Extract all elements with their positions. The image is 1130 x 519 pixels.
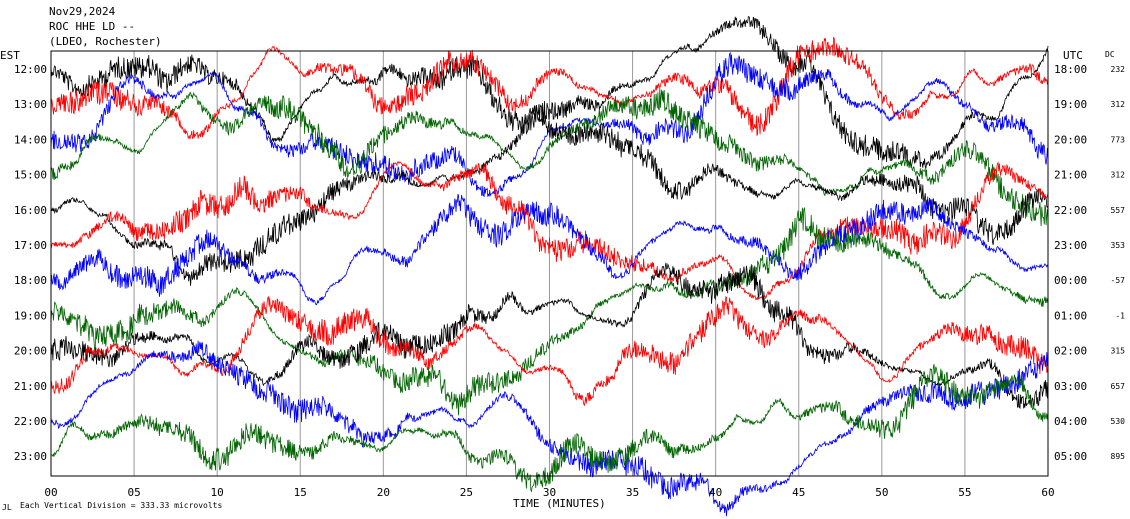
station-code: ROC HHE LD --: [49, 20, 136, 33]
est-hour-label: 19:00: [14, 309, 47, 322]
utc-hour-label: 00:00: [1054, 274, 1087, 287]
est-zone-label: EST: [0, 49, 20, 62]
trace-1700: [50, 160, 1049, 301]
x-tick-label: 00: [44, 486, 57, 499]
dc-offset-label: 312: [1111, 171, 1126, 180]
trace-2300: [50, 363, 1049, 492]
est-hour-label: 23:00: [14, 450, 47, 463]
est-hour-labels: 12:00 13:00 14:00 15:00 16:00 17:00 18:00 19:00…: [14, 63, 47, 463]
chart-date: Nov29,2024: [49, 5, 116, 18]
utc-hour-label: 01:00: [1054, 309, 1087, 322]
dc-offset-label: -1: [1115, 311, 1125, 320]
est-hour-label: 18:00: [14, 274, 47, 287]
dc-offset-labels: 232 312 773 312 557 353 -57 -1 315 657 530 895: [1111, 65, 1126, 461]
est-hour-label: 12:00: [14, 63, 47, 76]
dc-offset-label: 353: [1111, 241, 1126, 250]
est-hour-label: 14:00: [14, 133, 47, 146]
x-tick-label: 45: [792, 486, 805, 499]
dc-offset-label: 530: [1111, 417, 1126, 426]
utc-hour-label: 18:00: [1054, 63, 1087, 76]
x-tick-label: 15: [294, 486, 307, 499]
dc-offset-label: 312: [1111, 100, 1126, 109]
utc-hour-labels: 18:00 19:00 20:00 21:00 22:00 23:00 00:00 01:00…: [1054, 63, 1087, 463]
trace-1300: [50, 36, 1049, 140]
x-tick-label: 50: [875, 486, 888, 499]
est-hour-label: 16:00: [14, 204, 47, 217]
x-tick-label: 25: [460, 486, 473, 499]
est-hour-label: 22:00: [14, 415, 47, 428]
utc-hour-label: 23:00: [1054, 239, 1087, 252]
utc-hour-label: 22:00: [1054, 204, 1087, 217]
x-tick-label: 20: [377, 486, 390, 499]
utc-hour-label: 04:00: [1054, 415, 1087, 428]
est-hour-label: 15:00: [14, 169, 47, 182]
trace-1800: [50, 194, 1049, 306]
x-tick-label: 35: [626, 486, 639, 499]
utc-hour-label: 05:00: [1054, 450, 1087, 463]
trace-1900: [50, 207, 1049, 416]
est-hour-label: 21:00: [14, 380, 47, 393]
utc-hour-label: 03:00: [1054, 380, 1087, 393]
x-tick-label: 55: [958, 486, 971, 499]
est-hour-label: 13:00: [14, 98, 47, 111]
utc-hour-label: 20:00: [1054, 133, 1087, 146]
dc-column-header: DC: [1105, 50, 1115, 59]
trace-group: [50, 16, 1049, 517]
utc-hour-label: 02:00: [1054, 345, 1087, 358]
utc-zone-label: UTC: [1063, 49, 1083, 62]
trace-1500: [50, 88, 1049, 227]
x-axis-title: TIME (MINUTES): [513, 497, 606, 510]
est-hour-label: 17:00: [14, 239, 47, 252]
x-tick-label: 05: [127, 486, 140, 499]
dc-offset-label: 895: [1111, 452, 1126, 461]
x-tick-label: 60: [1041, 486, 1054, 499]
footer-mark: JL: [2, 503, 12, 512]
trace-2000: [50, 262, 1049, 410]
x-tick-labels: 00 05 10 15 20 25 30 35 40 45 50 55 60: [44, 486, 1054, 499]
dc-offset-label: 773: [1111, 135, 1126, 144]
trace-1200: [50, 16, 1049, 169]
network-name: (LDEO, Rochester): [49, 35, 162, 48]
dc-offset-label: 315: [1111, 347, 1126, 356]
x-tick-label: 30: [543, 486, 556, 499]
trace-1600: [50, 104, 1049, 286]
plot-frame: [50, 50, 1049, 477]
trace-2200: [50, 340, 1049, 517]
dc-offset-label: -57: [1111, 276, 1126, 285]
x-tick-label: 10: [211, 486, 224, 499]
utc-hour-label: 21:00: [1054, 169, 1087, 182]
dc-offset-label: 232: [1111, 65, 1126, 74]
dc-offset-label: 557: [1111, 206, 1126, 215]
x-tick-label: 40: [709, 486, 722, 499]
est-hour-label: 20:00: [14, 345, 47, 358]
vertical-division-note: Each Vertical Division = 333.33 microvol…: [20, 501, 222, 510]
dc-offset-label: 657: [1111, 382, 1126, 391]
utc-hour-label: 19:00: [1054, 98, 1087, 111]
